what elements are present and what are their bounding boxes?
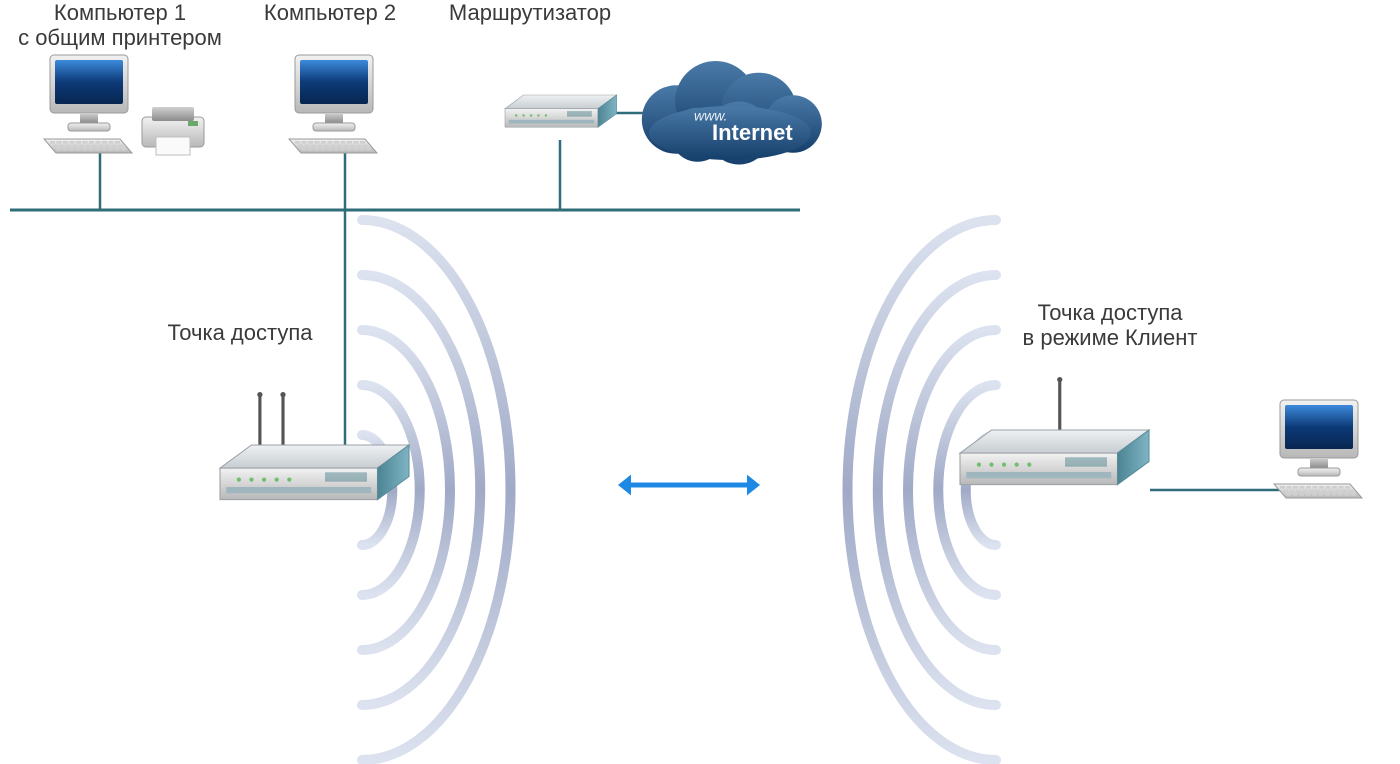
printer-icon: [142, 107, 204, 155]
internet-cloud: www.Internet: [642, 61, 822, 165]
router-modem-icon: [505, 95, 617, 127]
computer-2-icon: [289, 55, 377, 153]
computer-right-icon: [1274, 400, 1362, 498]
access-point-client-icon: [960, 377, 1149, 485]
radio-waves: [847, 220, 996, 760]
computer-1-icon: [44, 55, 204, 155]
bidirectional-arrow: [618, 475, 760, 496]
access-point-icon: [220, 392, 409, 500]
network-diagram: www.Internet: [0, 0, 1400, 764]
svg-text:Internet: Internet: [712, 120, 793, 145]
